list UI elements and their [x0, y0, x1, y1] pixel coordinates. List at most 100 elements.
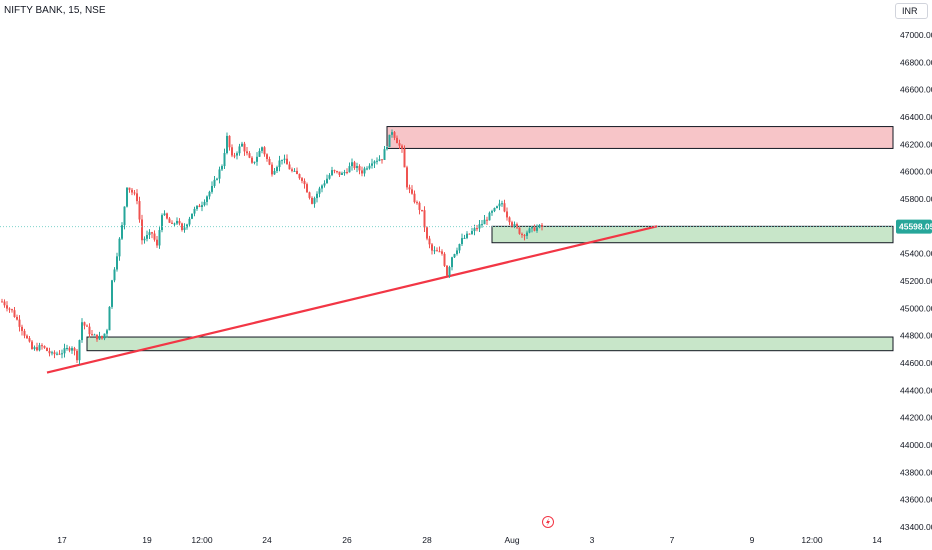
candle — [243, 141, 246, 156]
candle — [48, 347, 51, 357]
trendline-layer — [46, 225, 658, 374]
candle — [133, 189, 136, 196]
currency-button[interactable]: INR — [895, 3, 928, 19]
candles-layer — [1, 129, 543, 365]
candle — [371, 158, 373, 169]
candle — [403, 145, 406, 168]
candle — [283, 154, 286, 164]
candle — [228, 135, 231, 151]
candle — [78, 339, 81, 365]
candle — [481, 219, 483, 228]
candle — [91, 329, 93, 336]
candle — [416, 200, 418, 205]
candle — [326, 174, 328, 184]
candle — [301, 176, 303, 184]
candle — [131, 188, 133, 196]
candle — [81, 318, 83, 343]
candle — [351, 158, 353, 171]
price-tick-label: 44400.00 — [900, 385, 932, 395]
candle — [476, 225, 478, 232]
candle — [46, 347, 48, 352]
candle — [381, 159, 383, 164]
candle — [266, 153, 268, 162]
price-tick-label: 44000.00 — [900, 440, 932, 450]
candle — [121, 222, 123, 240]
candle — [111, 279, 113, 309]
candle — [26, 334, 28, 339]
time-tick-label: 7 — [670, 535, 675, 545]
candle — [1, 298, 3, 303]
candle — [193, 206, 196, 217]
candle — [248, 151, 251, 159]
candle — [23, 328, 26, 339]
candle — [383, 146, 386, 161]
candle — [138, 196, 141, 223]
candle — [538, 224, 541, 229]
candle — [311, 196, 313, 205]
candle — [218, 166, 221, 184]
candle — [176, 217, 178, 225]
candle — [3, 299, 6, 308]
price-tick-label: 43800.00 — [900, 467, 932, 477]
candle — [391, 129, 393, 138]
candle — [488, 211, 491, 221]
demand-zone[interactable] — [86, 336, 894, 352]
candle — [451, 256, 453, 271]
time-axis[interactable]: 17 19 12:00 24 26 28 Aug 3 7 9 12:00 14 — [57, 535, 882, 545]
svg-text:45598.05: 45598.05 — [899, 222, 932, 232]
candle — [526, 230, 528, 240]
candle — [76, 349, 78, 364]
candle — [143, 236, 146, 244]
candle — [361, 166, 363, 177]
candle — [16, 314, 18, 321]
candle — [306, 182, 308, 193]
candle — [156, 235, 158, 248]
candle — [71, 346, 73, 354]
candle — [328, 173, 331, 180]
candle — [396, 135, 398, 144]
candle — [433, 246, 436, 255]
candle — [83, 321, 86, 330]
candle — [166, 212, 168, 220]
price-axis[interactable]: 47000.00 46800.00 46600.00 46400.00 46200.00… — [896, 30, 932, 532]
candle — [323, 180, 326, 188]
price-tick-label: 44200.00 — [900, 413, 932, 423]
candle — [516, 222, 518, 230]
candle — [116, 252, 118, 272]
candle — [161, 213, 163, 233]
supply-zone[interactable] — [386, 126, 894, 149]
candle — [103, 333, 106, 341]
candle — [318, 186, 321, 198]
candle — [38, 342, 41, 352]
candle — [463, 234, 466, 239]
candle — [506, 207, 508, 221]
candle — [188, 216, 191, 227]
candle — [53, 350, 56, 359]
lightning-icon[interactable] — [542, 516, 554, 528]
candle — [126, 187, 128, 208]
candle — [353, 160, 356, 170]
candle — [308, 191, 311, 200]
candle — [153, 230, 156, 242]
candle — [313, 196, 316, 208]
price-tick-label: 46800.00 — [900, 57, 932, 67]
candle — [51, 350, 53, 356]
candle — [386, 146, 388, 151]
demand-zone[interactable] — [491, 225, 894, 244]
candle — [31, 339, 33, 350]
candle — [136, 189, 138, 205]
candle — [321, 184, 323, 193]
candle — [536, 224, 538, 233]
trendline[interactable] — [46, 225, 658, 374]
candle — [503, 199, 506, 213]
candle — [226, 132, 228, 155]
candle — [523, 234, 526, 241]
candle — [491, 209, 493, 216]
candle — [146, 230, 148, 242]
candle — [171, 220, 173, 224]
time-tick-label: 9 — [750, 535, 755, 545]
candle — [303, 178, 306, 189]
candle — [101, 335, 103, 340]
time-tick-label: 3 — [590, 535, 595, 545]
